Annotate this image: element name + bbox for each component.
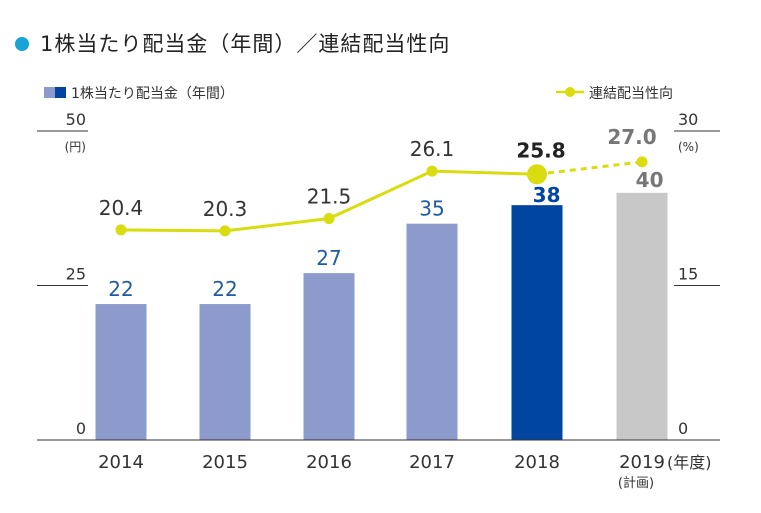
x-axis-plan-note: (計画) <box>618 475 654 491</box>
x-axis-category-label: 2014 <box>98 452 144 473</box>
ratio-marker <box>219 225 231 237</box>
bar <box>199 304 251 440</box>
ratio-value-label: 25.8 <box>516 138 565 162</box>
bar <box>406 223 458 440</box>
bar <box>616 192 668 440</box>
bar-value-label: 27 <box>316 246 341 270</box>
title-bullet-icon <box>15 37 29 51</box>
ratio-marker <box>426 165 438 177</box>
x-axis-category-label: 2015 <box>202 452 248 473</box>
chart-title: 1株当たり配当金（年間）／連結配当性向 <box>40 32 451 56</box>
legend-line-marker <box>565 87 575 97</box>
legend-label-line: 連結配当性向 <box>589 86 673 102</box>
left-axis-tick-label: 25 <box>66 265 86 284</box>
ratio-value-label: 26.1 <box>410 137 455 161</box>
ratio-line-forecast <box>536 160 643 176</box>
legend-swatch-bar-past <box>44 87 55 98</box>
legend-label-bar: 1株当たり配当金（年間） <box>71 86 234 102</box>
right-axis-tick-label: 15 <box>678 265 698 284</box>
bar-value-label: 22 <box>212 277 237 301</box>
ratio-value-label: 21.5 <box>307 185 352 209</box>
x-axis-suffix: (年度) <box>667 453 712 472</box>
ratio-marker <box>636 156 648 168</box>
ratio-value-label: 20.4 <box>99 196 144 220</box>
right-axis-tick-label: 30 <box>678 110 698 129</box>
x-axis-category-label: 2019 <box>619 452 665 473</box>
left-axis-tick-label: 50 <box>66 110 86 129</box>
x-axis-category-label: 2017 <box>409 452 455 473</box>
bar <box>303 273 355 440</box>
bar-value-label: 35 <box>419 197 444 221</box>
left-axis-tick-label: 0 <box>76 419 86 438</box>
right-axis-unit: (%) <box>678 140 699 154</box>
legend-swatch-bar-current <box>55 87 66 98</box>
right-axis-tick-label: 0 <box>678 419 688 438</box>
bar <box>95 304 147 440</box>
left-axis-unit: (円) <box>65 140 86 154</box>
x-axis-category-label: 2018 <box>514 452 560 473</box>
ratio-value-label: 20.3 <box>203 197 248 221</box>
ratio-value-label: 27.0 <box>607 125 656 149</box>
ratio-marker <box>527 164 547 185</box>
ratio-marker <box>115 224 127 236</box>
bar-value-label: 22 <box>108 277 133 301</box>
x-axis-category-label: 2016 <box>306 452 352 473</box>
bar-value-label: 38 <box>533 183 561 207</box>
ratio-marker <box>323 213 335 225</box>
bar <box>511 205 563 440</box>
bar-value-label: 40 <box>636 168 664 192</box>
